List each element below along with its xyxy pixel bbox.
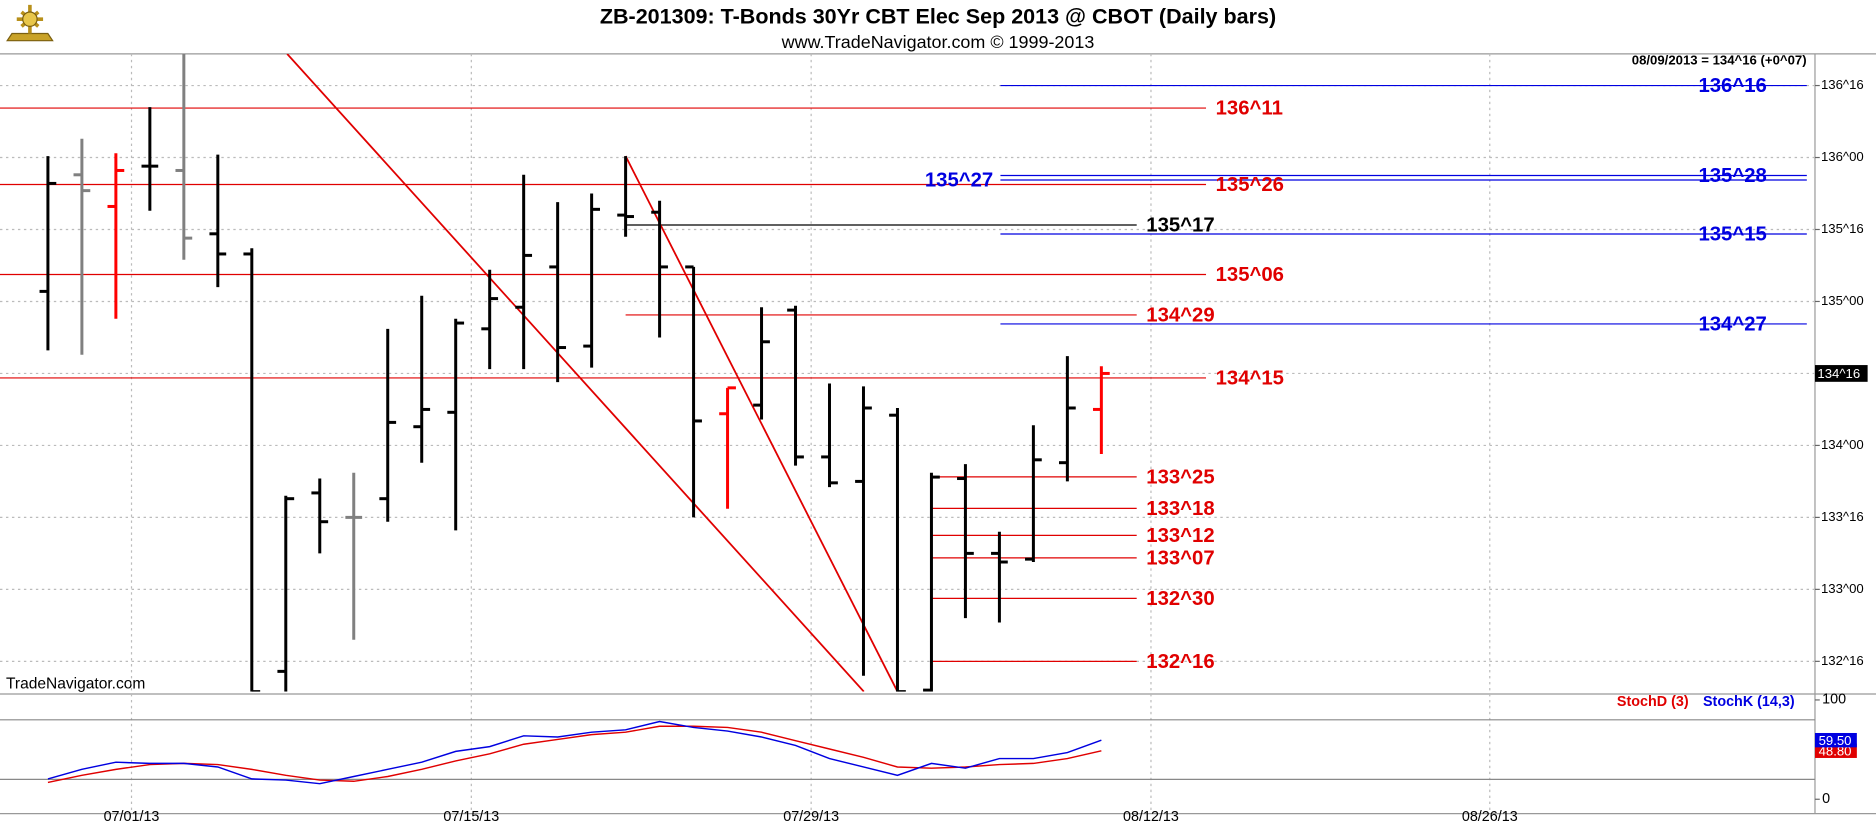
level-label: 135^27 xyxy=(925,170,993,192)
price-tag-label: 134^16 xyxy=(1817,366,1860,381)
y-tick-label: 133^16 xyxy=(1821,509,1864,524)
trendline xyxy=(624,155,899,692)
level-label: 136^16 xyxy=(1698,75,1766,97)
title: ZB-201309: T-Bonds 30Yr CBT Elec Sep 201… xyxy=(600,5,1276,29)
value-tag-label: 59.50 xyxy=(1819,733,1852,748)
price-plot xyxy=(0,53,1807,692)
level-label: 135^15 xyxy=(1698,224,1766,246)
y-tick-label: 136^16 xyxy=(1821,77,1864,92)
level-label: 133^18 xyxy=(1146,498,1214,520)
level-label: 136^11 xyxy=(1216,98,1283,120)
stoch-line xyxy=(47,720,1102,785)
level-label: 135^28 xyxy=(1698,165,1766,187)
level-label: 132^30 xyxy=(1146,588,1214,610)
info-text: 08/09/2013 = 134^16 (+0^07) xyxy=(1632,53,1807,68)
y-tick-label: 135^00 xyxy=(1821,293,1864,308)
level-label: 134^29 xyxy=(1146,305,1214,327)
level-label: 135^26 xyxy=(1216,174,1284,196)
y-tick-label: 133^00 xyxy=(1821,581,1864,596)
level-label: 132^16 xyxy=(1146,651,1214,673)
legend-label: StochD (3) xyxy=(1617,694,1689,710)
level-label: 133^25 xyxy=(1146,466,1214,488)
x-tick-label: 07/29/13 xyxy=(783,809,839,825)
level-label: 134^27 xyxy=(1698,314,1766,336)
y-tick-label: 0 xyxy=(1822,791,1830,807)
stoch-line xyxy=(47,725,1102,784)
level-label: 135^17 xyxy=(1146,215,1214,237)
price-tag xyxy=(1814,365,1868,382)
level-label: 134^15 xyxy=(1216,368,1284,390)
level-label: 133^07 xyxy=(1146,547,1214,569)
value-tag xyxy=(1814,732,1857,748)
y-tick-label: 134^00 xyxy=(1821,437,1864,452)
legend-label: StochK (14,3) xyxy=(1703,694,1795,710)
trendline xyxy=(286,53,865,692)
x-tick-label: 07/15/13 xyxy=(443,809,499,825)
level-label: 133^12 xyxy=(1146,525,1214,547)
y-tick-label: 132^16 xyxy=(1821,653,1864,668)
x-tick-label: 08/26/13 xyxy=(1462,809,1518,825)
x-tick-label: 07/01/13 xyxy=(104,809,160,825)
y-tick-label: 100 xyxy=(1822,692,1846,708)
watermark: TradeNavigator.com xyxy=(6,676,145,693)
x-tick-label: 08/12/13 xyxy=(1123,809,1179,825)
logo xyxy=(6,4,54,42)
level-label: 135^06 xyxy=(1216,264,1284,286)
subtitle: www.TradeNavigator.com © 1999-2013 xyxy=(781,32,1095,52)
y-tick-label: 135^16 xyxy=(1821,221,1864,236)
y-tick-label: 136^00 xyxy=(1821,149,1864,164)
